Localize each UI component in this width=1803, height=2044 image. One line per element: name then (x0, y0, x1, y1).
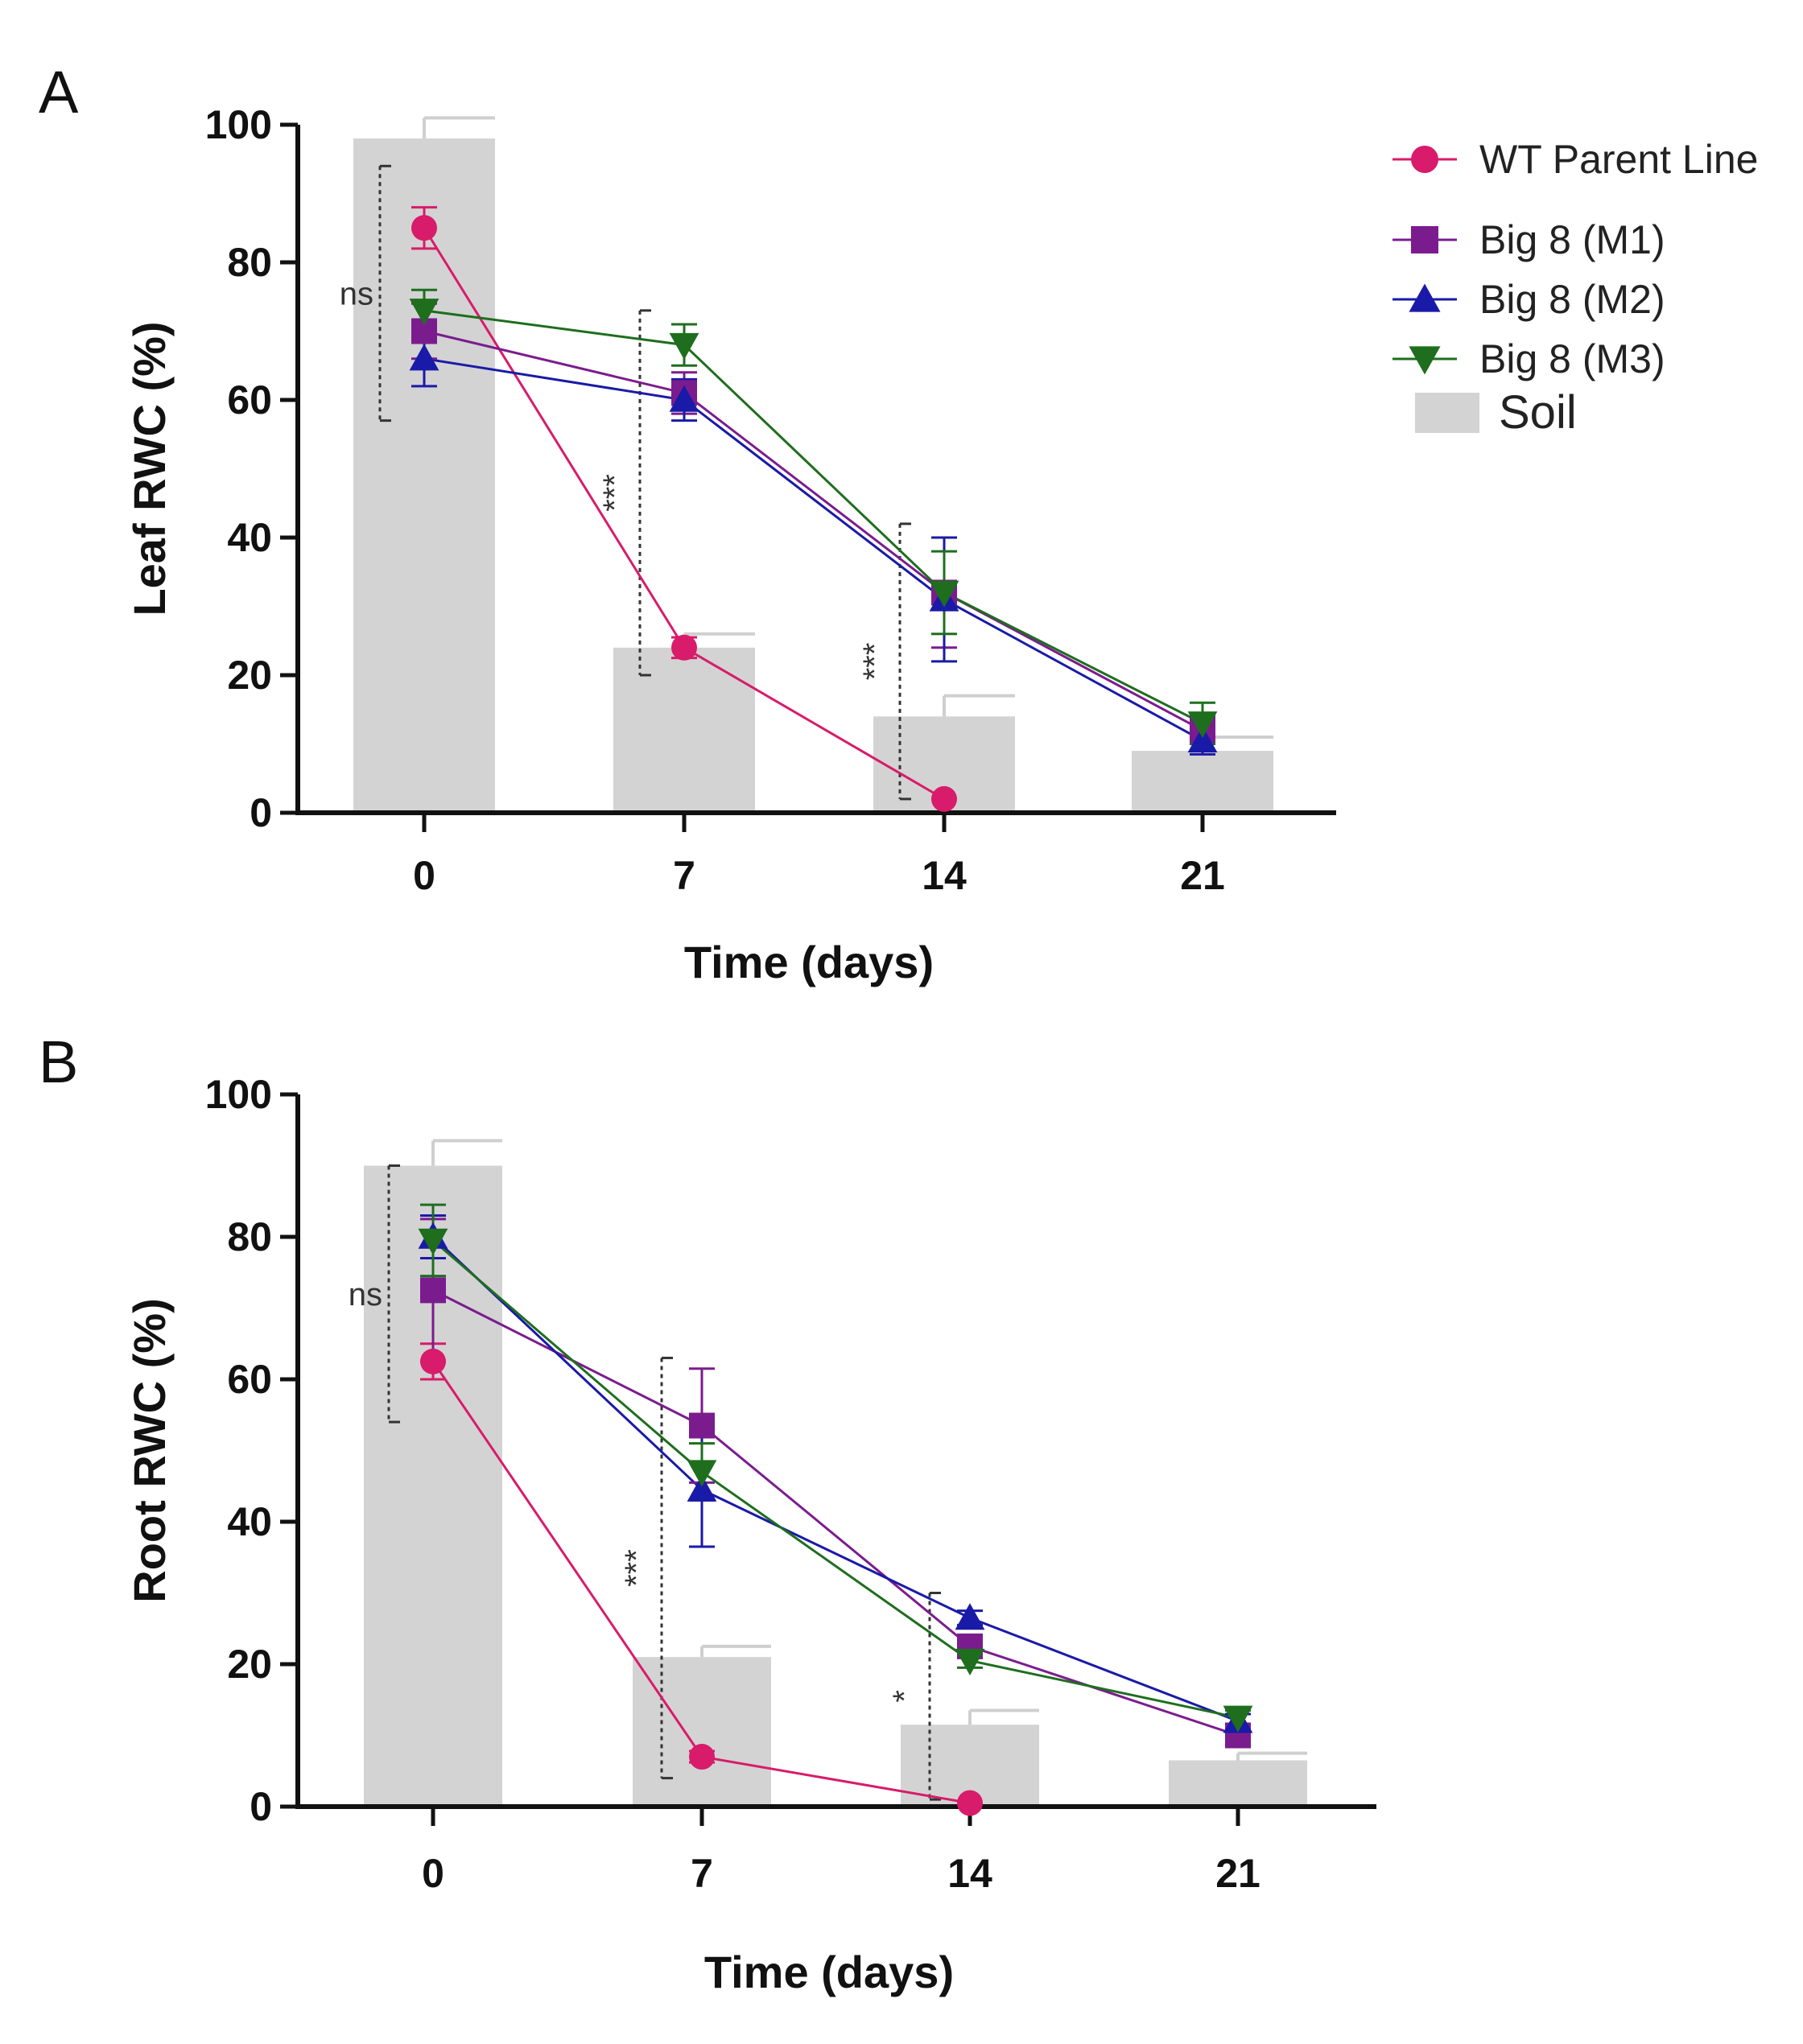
data-point-m3 (687, 1460, 717, 1487)
chart-panel-b: 0 20 40 60 80 100 0 7 14 21 Time (days) Root RWC (%… (124, 1072, 1376, 1997)
data-point-m3 (1187, 711, 1218, 739)
x-axis-title: Time (days) (704, 1947, 954, 1997)
data-point-wt (689, 1744, 715, 1770)
data-point-m3 (418, 1228, 448, 1255)
soil-bar (1169, 1760, 1307, 1807)
data-point-wt (420, 1348, 446, 1374)
panel-label-b: B (39, 1028, 78, 1095)
series-line-m3 (423, 309, 1203, 725)
legend-item-m2: Big 8 (M2) (1392, 277, 1665, 322)
data-point-m2 (669, 385, 699, 412)
significance-label: *** (597, 474, 633, 512)
y-tick-label: 0 (250, 1784, 272, 1829)
soil-bar (613, 647, 755, 813)
y-tick-label: 40 (227, 515, 272, 560)
data-point-wt (957, 1790, 983, 1816)
series-line-m2 (423, 357, 1203, 742)
data-point-m2 (1187, 725, 1218, 752)
x-tick-label: 21 (1180, 853, 1225, 898)
chart-panel-a: 0 20 40 60 80 100 0 7 14 21 Time (days) Leaf RWC (%… (124, 102, 1336, 987)
legend-marker-m3 (1409, 346, 1441, 375)
series-line-m1 (423, 330, 1203, 731)
legend-label: Big 8 (M3) (1479, 336, 1665, 381)
y-axis-title: Leaf RWC (%) (124, 321, 175, 616)
y-tick-label: 60 (227, 377, 272, 422)
significance-label: *** (857, 643, 893, 681)
data-point-m3 (1223, 1705, 1253, 1733)
legend-item-m3: Big 8 (M3) (1392, 336, 1665, 381)
legend-marker-wt (1411, 146, 1438, 173)
y-tick-label: 40 (227, 1499, 272, 1544)
data-point-m3 (955, 1648, 985, 1675)
significance-label: ns (340, 276, 373, 311)
legend-marker-m2 (1409, 283, 1441, 312)
x-axis-title: Time (days) (684, 937, 934, 987)
x-tick-label: 7 (691, 1851, 713, 1896)
legend-item-wt: WT Parent Line (1392, 137, 1758, 182)
x-tick-label: 14 (947, 1851, 992, 1896)
legend-marker-m1 (1411, 226, 1438, 253)
legend-label: Big 8 (M1) (1479, 217, 1665, 262)
x-tick-label: 0 (422, 1851, 444, 1896)
legend-label: WT Parent Line (1479, 137, 1758, 182)
series-line-m3 (432, 1239, 1239, 1719)
data-point-m3 (409, 299, 439, 326)
legend: WT Parent Line Big 8 (M1) Big 8 (M2) Big 8 … (1392, 137, 1758, 439)
y-tick-label: 100 (205, 1072, 272, 1117)
y-tick-label: 20 (227, 1642, 272, 1687)
y-tick-label: 100 (205, 102, 272, 147)
significance-label: ns (349, 1277, 382, 1313)
legend-label: Big 8 (M2) (1479, 277, 1665, 322)
legend-item-m1: Big 8 (M1) (1392, 217, 1665, 262)
legend-label: Soil (1499, 386, 1577, 439)
data-point-wt (411, 215, 437, 241)
soil-bar (633, 1657, 771, 1807)
x-tick-label: 0 (413, 853, 435, 898)
data-point-m2 (955, 1603, 985, 1630)
data-point-m2 (409, 344, 439, 371)
data-point-wt (931, 785, 957, 812)
series-line-m1 (432, 1289, 1239, 1737)
soil-bar (1132, 751, 1273, 813)
legend-item-soil: Soil (1415, 386, 1577, 439)
data-point-m1 (689, 1412, 715, 1439)
significance-label: *** (619, 1549, 654, 1587)
series-line-m2 (431, 1235, 1239, 1723)
x-tick-label: 7 (673, 853, 695, 898)
y-tick-label: 60 (227, 1357, 272, 1402)
legend-soil-swatch (1415, 393, 1479, 433)
significance-label: * (887, 1690, 922, 1703)
data-point-m2 (687, 1474, 717, 1502)
y-axis-title: Root RWC (%) (124, 1298, 175, 1602)
panel-label-a: A (39, 59, 79, 126)
y-tick-label: 80 (227, 1214, 272, 1259)
y-tick-label: 0 (250, 790, 272, 835)
data-point-m3 (929, 580, 959, 608)
x-tick-label: 14 (922, 853, 967, 898)
data-point-wt (671, 634, 697, 661)
y-tick-label: 20 (227, 653, 272, 698)
data-point-m1 (420, 1277, 446, 1304)
y-tick-label: 80 (227, 240, 272, 285)
data-point-m3 (669, 332, 699, 360)
x-tick-label: 21 (1215, 1851, 1260, 1896)
soil-bar (353, 138, 495, 814)
